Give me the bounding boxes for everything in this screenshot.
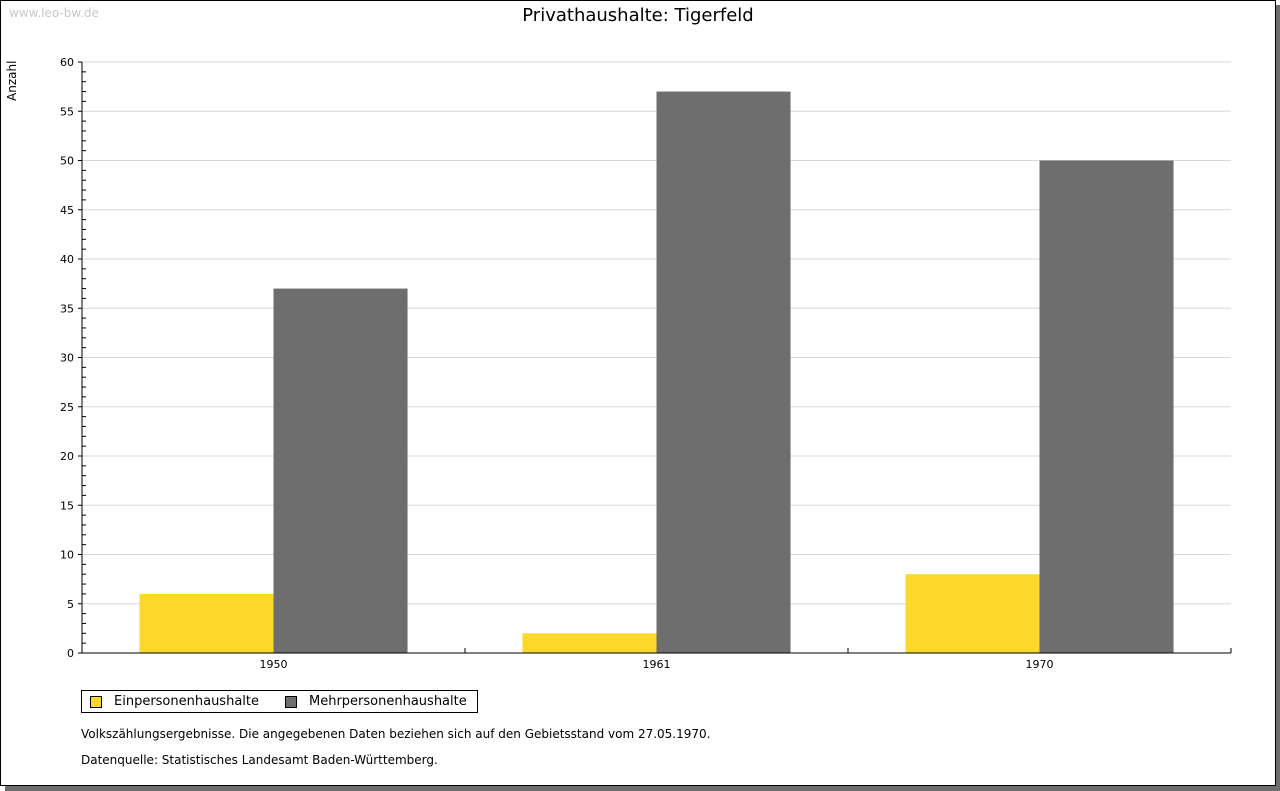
bar-mehrpersonenhaushalte-1961 [656, 91, 791, 654]
y-tick-label: 50 [60, 155, 74, 168]
footnote-source: Datenquelle: Statistisches Landesamt Bad… [81, 753, 438, 767]
legend-swatch [285, 695, 297, 708]
chart-title: Privathaushalte: Tigerfeld [522, 5, 754, 26]
y-tick-label: 35 [60, 302, 74, 315]
legend-item-einpersonen: Einpersonenhaushalte [90, 694, 259, 709]
y-tick-label: 25 [60, 401, 74, 414]
y-tick-label: 10 [60, 549, 74, 562]
legend: Einpersonenhaushalte Mehrpersonenhaushal… [81, 690, 478, 713]
bar-einpersonenhaushalte-1961 [522, 633, 657, 653]
legend-item-mehrpersonen: Mehrpersonenhaushalte [285, 694, 467, 709]
x-tick-label: 1950 [260, 658, 288, 671]
legend-swatch [90, 695, 102, 708]
x-tick-label: 1961 [643, 658, 671, 671]
bar-einpersonenhaushalte-1950 [139, 593, 274, 653]
y-tick-label: 60 [60, 56, 74, 69]
y-tick-label: 15 [60, 499, 74, 512]
bar-einpersonenhaushalte-1970 [905, 574, 1040, 653]
legend-label: Einpersonenhaushalte [114, 694, 259, 709]
y-tick-label: 0 [67, 647, 74, 660]
y-tick-label: 45 [60, 204, 74, 217]
x-tick-label: 1970 [1026, 658, 1054, 671]
watermark: www.leo-bw.de [9, 6, 99, 20]
bar-mehrpersonenhaushalte-1970 [1039, 160, 1174, 653]
bar-chart: 0 5 10 15 20 25 30 35 40 45 50 55 60 1950 1961 1970 [60, 56, 1232, 671]
legend-label: Mehrpersonenhaushalte [309, 694, 467, 709]
y-tick-label: 20 [60, 450, 74, 463]
y-tick-label: 55 [60, 105, 74, 118]
y-tick-label: 5 [67, 598, 74, 611]
y-tick-label: 30 [60, 352, 74, 365]
bar-mehrpersonenhaushalte-1950 [273, 288, 408, 653]
footnote-census: Volkszählungsergebnisse. Die angegebenen… [81, 727, 711, 741]
y-tick-label: 40 [60, 253, 74, 266]
